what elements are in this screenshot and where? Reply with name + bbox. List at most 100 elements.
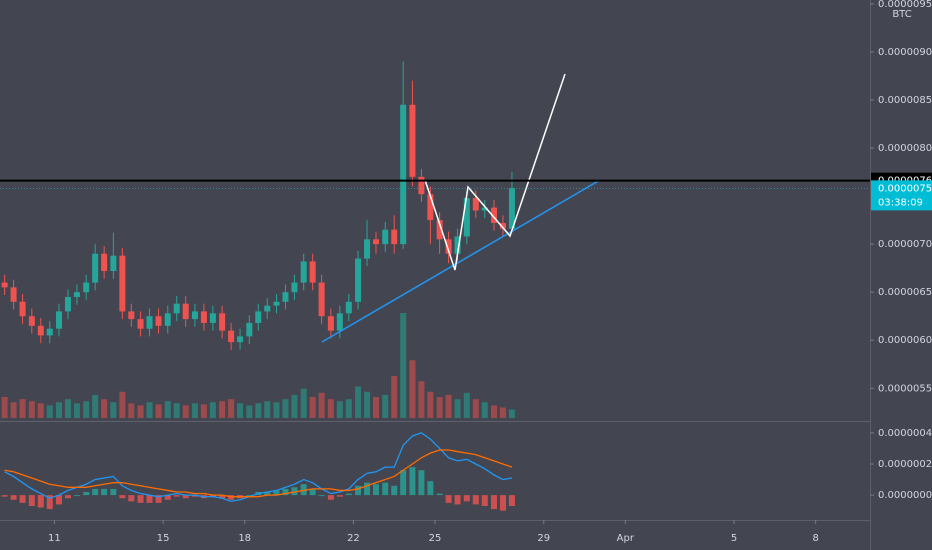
histogram-bar: [327, 495, 334, 500]
histogram-bar: [427, 481, 434, 496]
volume-bar: [110, 402, 117, 418]
histogram-bar: [146, 495, 153, 503]
x-tick-label: 8: [812, 533, 818, 544]
volume-bar: [373, 397, 380, 418]
volume-bar: [1, 397, 8, 418]
volume-bar: [273, 402, 280, 418]
candle-body: [200, 311, 207, 323]
volume-bar: [463, 392, 470, 418]
candle-body: [382, 229, 389, 245]
histogram-bar: [46, 495, 53, 510]
volume-bar: [55, 402, 62, 418]
volume-bar: [255, 403, 262, 418]
volume-bar: [309, 397, 316, 418]
histogram-bar: [92, 488, 99, 496]
candle-body: [345, 301, 352, 314]
volume-bar: [200, 404, 207, 418]
histogram-bar: [391, 485, 398, 496]
macd-layer: [1, 432, 515, 511]
histogram-bar: [499, 495, 506, 511]
histogram-bar: [37, 495, 44, 508]
volume-bar: [73, 403, 80, 418]
histogram-bar: [264, 492, 271, 496]
volume-bar: [318, 392, 325, 418]
histogram-bar: [219, 495, 226, 499]
volume-bar: [490, 405, 497, 418]
pattern-drawing: [424, 73, 566, 271]
histogram-bar: [83, 492, 90, 496]
histogram-bar: [28, 495, 35, 506]
macd-tick-label: 0.00000000: [878, 490, 932, 501]
volume-bar: [409, 360, 416, 418]
candle-body: [454, 236, 461, 254]
candle-body: [246, 322, 253, 337]
histogram-bar: [209, 495, 216, 497]
volume-bar: [92, 394, 99, 418]
volume-bar: [37, 403, 44, 418]
candle-body: [291, 282, 298, 293]
volume-bar: [327, 399, 334, 418]
candle-body: [155, 316, 162, 326]
candle-body: [499, 222, 506, 229]
volume-bar: [19, 399, 26, 418]
histogram-bar: [445, 495, 452, 503]
volume-bar: [336, 401, 343, 418]
histogram-bar: [10, 495, 17, 500]
histogram-bar: [336, 495, 343, 497]
candle-body: [327, 316, 334, 331]
histogram-bar: [418, 470, 425, 496]
candle-body: [282, 292, 289, 302]
candle-body: [508, 188, 515, 229]
candle-body: [19, 301, 26, 317]
trend-line: [321, 179, 601, 343]
histogram-bar: [282, 488, 289, 496]
macd-line: [4, 432, 513, 503]
last-price-tag: [871, 180, 932, 211]
candle-body: [264, 305, 271, 312]
volume-bar: [282, 399, 289, 418]
candle-body: [10, 287, 17, 302]
candle-body: [490, 207, 497, 223]
volume-bar: [445, 394, 452, 418]
volume-bar: [264, 401, 271, 418]
volume-bar: [400, 313, 407, 418]
x-tick-label: 18: [238, 533, 251, 544]
candle-body: [418, 176, 425, 195]
candle-body: [409, 104, 416, 177]
volume-bar: [46, 405, 53, 418]
volume-bar: [83, 401, 90, 418]
volume-bar: [391, 376, 398, 418]
volume-bar: [481, 402, 488, 418]
candle-body: [137, 319, 144, 329]
candle-body: [119, 255, 126, 312]
candle-body: [364, 239, 371, 259]
candle-body: [373, 239, 380, 245]
candle-body: [128, 311, 135, 320]
volume-bar: [209, 402, 216, 418]
volume-bar: [64, 399, 71, 418]
candle-body: [219, 313, 226, 331]
histogram-bar: [182, 495, 189, 499]
candle-body: [64, 296, 71, 312]
x-tick-label: 22: [347, 533, 360, 544]
volume-bar: [472, 399, 479, 418]
candle-body: [481, 207, 488, 211]
volume-bar: [101, 399, 108, 418]
histogram-bar: [436, 493, 443, 496]
histogram-bar: [364, 482, 371, 496]
histogram-bar: [73, 495, 80, 497]
histogram-bar: [119, 495, 126, 499]
histogram-bar: [155, 495, 162, 503]
volume-bar: [291, 394, 298, 418]
candle-layer: [1, 61, 515, 350]
candle-body: [463, 197, 470, 237]
candle-body: [336, 313, 343, 331]
candle-body: [318, 282, 325, 317]
histogram-bar: [137, 495, 144, 503]
histogram-bar: [373, 484, 380, 496]
volume-bar: [427, 391, 434, 418]
